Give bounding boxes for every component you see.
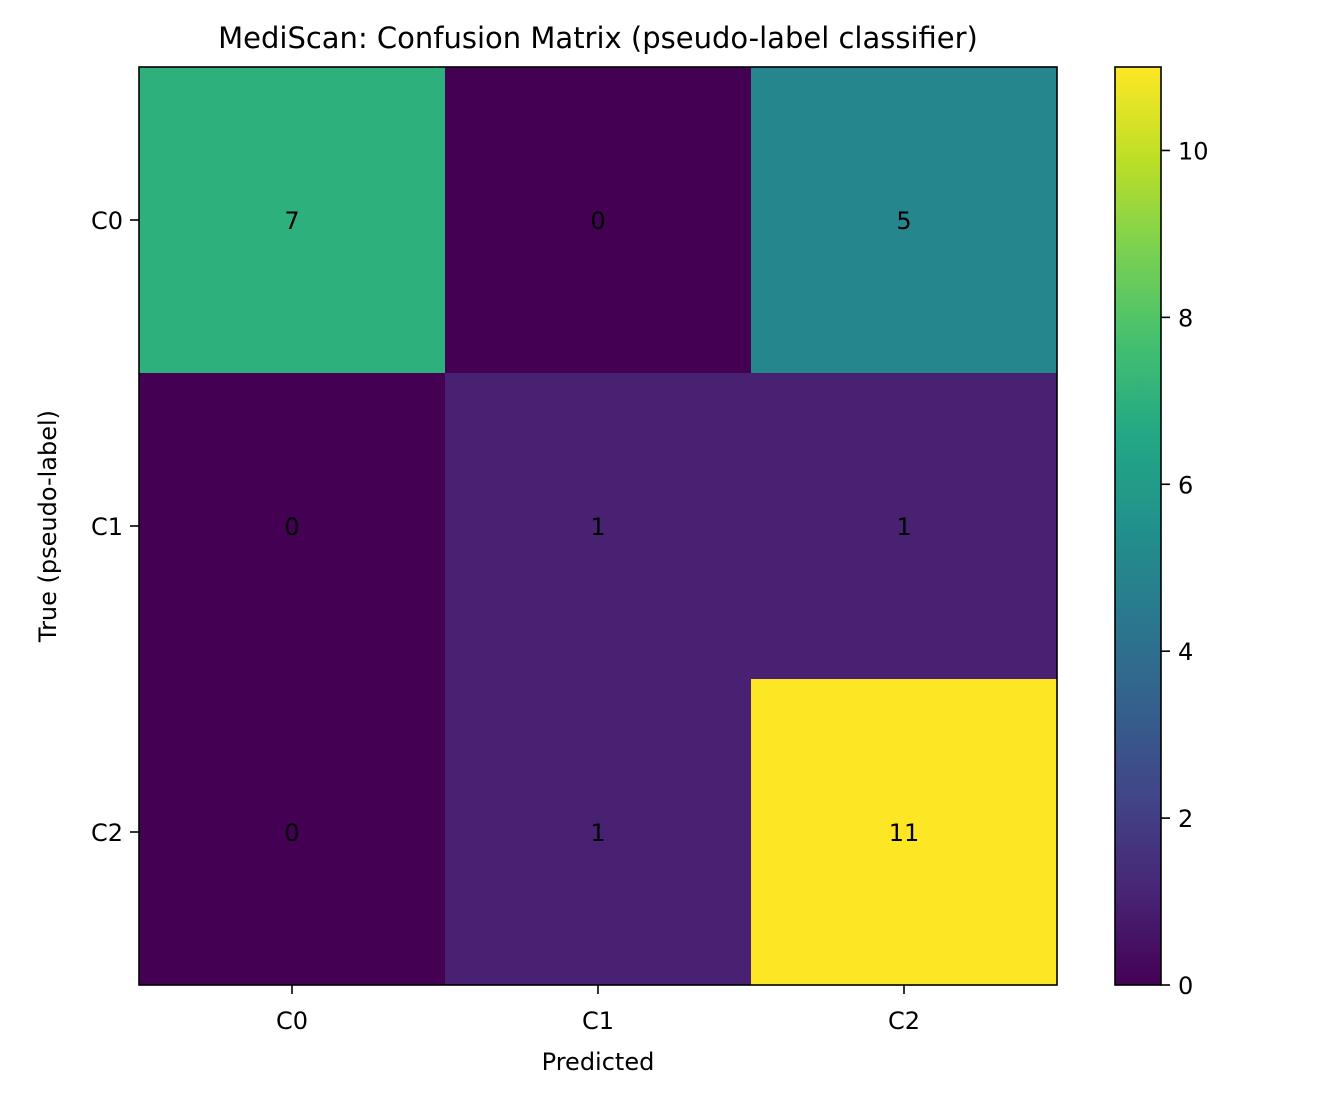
colorbar-tick-label: 2 <box>1178 805 1193 833</box>
cell-value-label: 1 <box>590 819 605 847</box>
heatmap-cell-C0-C0 <box>139 67 446 374</box>
heatmap-cell-C1-C1 <box>445 373 752 680</box>
colorbar-tick-label: 0 <box>1178 972 1193 1000</box>
x-axis-label: Predicted <box>542 1048 655 1076</box>
x-tick-label: C2 <box>888 1007 920 1035</box>
cell-value-label: 11 <box>889 819 920 847</box>
y-axis-label: True (pseudo-label) <box>34 410 62 643</box>
cell-value-label: 1 <box>896 513 911 541</box>
chart-title: MediScan: Confusion Matrix (pseudo-label… <box>218 21 978 55</box>
cell-value-label: 5 <box>896 207 911 235</box>
heatmap-cell-labels: 7 0 50 1 10 1 11 <box>284 207 919 847</box>
y-tick-label: C1 <box>91 513 123 541</box>
colorbar-tick-label: 4 <box>1178 638 1193 666</box>
cell-value-label: 0 <box>284 513 299 541</box>
heatmap-cell-C0-C2 <box>751 67 1058 374</box>
y-tick-label: C0 <box>91 207 123 235</box>
cell-value-label: 0 <box>284 819 299 847</box>
heatmap-cell-C0-C1 <box>445 67 752 374</box>
heatmap-cell-C1-C2 <box>751 373 1058 680</box>
heatmap-cell-C2-C2 <box>751 679 1058 986</box>
heatmap-cell-C2-C1 <box>445 679 752 986</box>
cell-value-label: 7 <box>284 207 299 235</box>
colorbar-tick-label: 10 <box>1178 137 1209 165</box>
heatmap-cell-C2-C0 <box>139 679 446 986</box>
colorbar-tick-label: 8 <box>1178 304 1193 332</box>
heatmap-cells <box>139 67 1058 986</box>
cell-value-label: 1 <box>590 513 605 541</box>
x-tick-label: C1 <box>582 1007 614 1035</box>
x-tick-label: C0 <box>276 1007 308 1035</box>
y-tick-label: C2 <box>91 819 123 847</box>
colorbar-tick-label: 6 <box>1178 471 1193 499</box>
x-axis-ticks: C0 C1 C2 <box>276 985 920 1035</box>
cell-value-label: 0 <box>590 207 605 235</box>
colorbar-ticks: 0 2 4 6 8 10 <box>1161 137 1209 1000</box>
heatmap-cell-C1-C0 <box>139 373 446 680</box>
colorbar <box>1114 66 1162 986</box>
y-axis-ticks: C0 C1 C2 <box>91 207 139 847</box>
